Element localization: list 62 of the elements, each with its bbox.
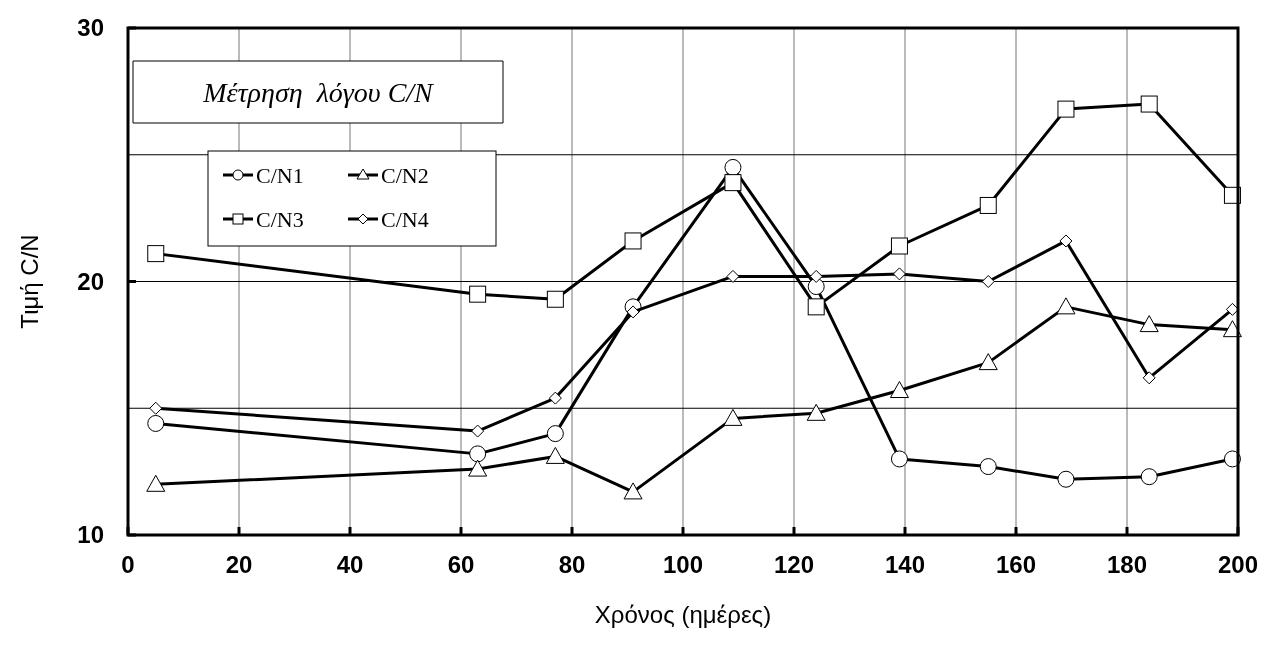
point xyxy=(471,424,485,438)
x-tick-label: 0 xyxy=(121,551,135,578)
point xyxy=(978,353,998,371)
legend-label: C/N1 xyxy=(256,163,304,188)
point xyxy=(726,269,740,283)
y-tick-label: 20 xyxy=(77,267,104,295)
point xyxy=(890,237,908,255)
x-tick-label: 100 xyxy=(662,551,704,578)
point xyxy=(468,459,488,477)
point xyxy=(806,403,826,421)
point xyxy=(1140,95,1158,113)
x-tick-label: 60 xyxy=(447,551,475,578)
point xyxy=(1057,470,1075,488)
x-tick-label: 20 xyxy=(225,551,253,578)
y-tick-label: 10 xyxy=(77,521,104,548)
point xyxy=(624,232,642,250)
point xyxy=(981,275,995,288)
point xyxy=(979,458,997,476)
point xyxy=(1140,468,1158,486)
point xyxy=(149,401,163,415)
point xyxy=(807,298,825,316)
x-tick-label: 200 xyxy=(1217,551,1259,578)
point xyxy=(1059,234,1073,248)
x-tick-label: 40 xyxy=(336,551,364,578)
point xyxy=(1139,315,1159,333)
point xyxy=(146,474,166,492)
point xyxy=(1225,302,1239,316)
legend-label: C/N3 xyxy=(256,207,304,232)
point xyxy=(1222,320,1242,338)
point xyxy=(979,196,997,214)
point xyxy=(807,278,825,296)
point xyxy=(723,408,743,426)
point xyxy=(548,391,562,405)
point xyxy=(889,381,909,399)
y-axis-title: Τιμή C/N xyxy=(16,234,43,329)
point xyxy=(147,245,165,263)
point xyxy=(724,174,742,192)
point xyxy=(809,269,823,283)
x-tick-label: 80 xyxy=(558,551,586,578)
point xyxy=(623,482,643,500)
point xyxy=(1142,371,1156,385)
x-tick-label: 160 xyxy=(995,551,1037,578)
point xyxy=(469,445,487,463)
x-tick-label: 140 xyxy=(884,551,926,578)
point xyxy=(546,290,564,308)
point xyxy=(626,305,640,319)
y-tick-label: 30 xyxy=(77,14,104,41)
point xyxy=(1057,100,1075,118)
legend-label: C/N4 xyxy=(381,207,429,232)
point xyxy=(724,158,742,176)
x-tick-label: 180 xyxy=(1106,551,1148,578)
point xyxy=(147,414,165,432)
point xyxy=(469,285,487,303)
text: Μέτρηση λόγου C/N xyxy=(202,77,435,108)
x-tick-label: 120 xyxy=(773,551,815,578)
point xyxy=(890,450,908,468)
point xyxy=(1056,297,1076,315)
legend-label: C/N2 xyxy=(381,163,429,188)
point xyxy=(546,425,564,443)
x-axis-title: Χρόνος (ημέρες) xyxy=(594,601,772,628)
point xyxy=(892,267,906,281)
point xyxy=(545,446,565,464)
